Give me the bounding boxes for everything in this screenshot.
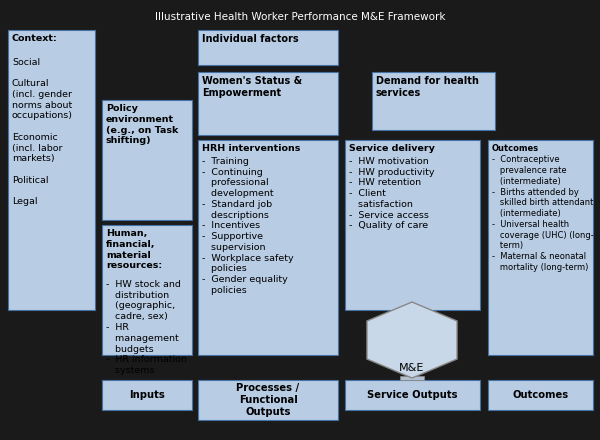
Text: -  Contraceptive
   prevalence rate
   (intermediate)
-  Births attended by
   s: - Contraceptive prevalence rate (interme…: [492, 155, 594, 272]
FancyBboxPatch shape: [102, 100, 192, 220]
Text: Outcomes: Outcomes: [512, 390, 569, 400]
Text: -  Training
-  Continuing
   professional
   development
-  Standard job
   desc: - Training - Continuing professional dev…: [202, 157, 293, 295]
FancyBboxPatch shape: [8, 30, 95, 310]
Text: Human,
financial,
material
resources:: Human, financial, material resources:: [106, 229, 162, 270]
Text: Inputs: Inputs: [129, 390, 165, 400]
Text: Service delivery: Service delivery: [349, 144, 435, 153]
FancyBboxPatch shape: [372, 72, 495, 130]
FancyBboxPatch shape: [198, 72, 338, 135]
Text: Outcomes: Outcomes: [492, 144, 539, 153]
Text: Processes /
Functional
Outputs: Processes / Functional Outputs: [236, 383, 299, 417]
Text: Service Outputs: Service Outputs: [367, 390, 458, 400]
FancyBboxPatch shape: [198, 140, 338, 355]
Text: Illustrative Health Worker Performance M&E Framework: Illustrative Health Worker Performance M…: [155, 12, 445, 22]
FancyBboxPatch shape: [488, 140, 593, 355]
FancyBboxPatch shape: [198, 30, 338, 65]
Text: HRH interventions: HRH interventions: [202, 144, 301, 153]
Text: Social

Cultural
(incl. gender
norms about
occupations)

Economic
(incl. labor
m: Social Cultural (incl. gender norms abou…: [12, 47, 73, 206]
Text: Individual factors: Individual factors: [202, 34, 299, 44]
FancyBboxPatch shape: [198, 380, 338, 420]
FancyBboxPatch shape: [345, 140, 480, 310]
FancyBboxPatch shape: [488, 380, 593, 410]
FancyBboxPatch shape: [345, 380, 480, 410]
Text: Women's Status &
Empowerment: Women's Status & Empowerment: [202, 76, 302, 98]
Text: Policy
environment
(e.g., on Task
shifting): Policy environment (e.g., on Task shifti…: [106, 104, 178, 145]
FancyBboxPatch shape: [102, 225, 192, 355]
Text: M&E: M&E: [400, 363, 425, 373]
Text: -  HW motivation
-  HW productivity
-  HW retention
-  Client
   satisfaction
- : - HW motivation - HW productivity - HW r…: [349, 157, 434, 230]
Polygon shape: [367, 302, 457, 378]
FancyBboxPatch shape: [400, 376, 424, 380]
Text: Context:: Context:: [12, 34, 58, 43]
Text: Demand for health
services: Demand for health services: [376, 76, 479, 98]
Text: -  HW stock and
   distribution
   (geographic,
   cadre, sex)
-  HR
   manageme: - HW stock and distribution (geographic,…: [106, 280, 187, 375]
FancyBboxPatch shape: [102, 380, 192, 410]
